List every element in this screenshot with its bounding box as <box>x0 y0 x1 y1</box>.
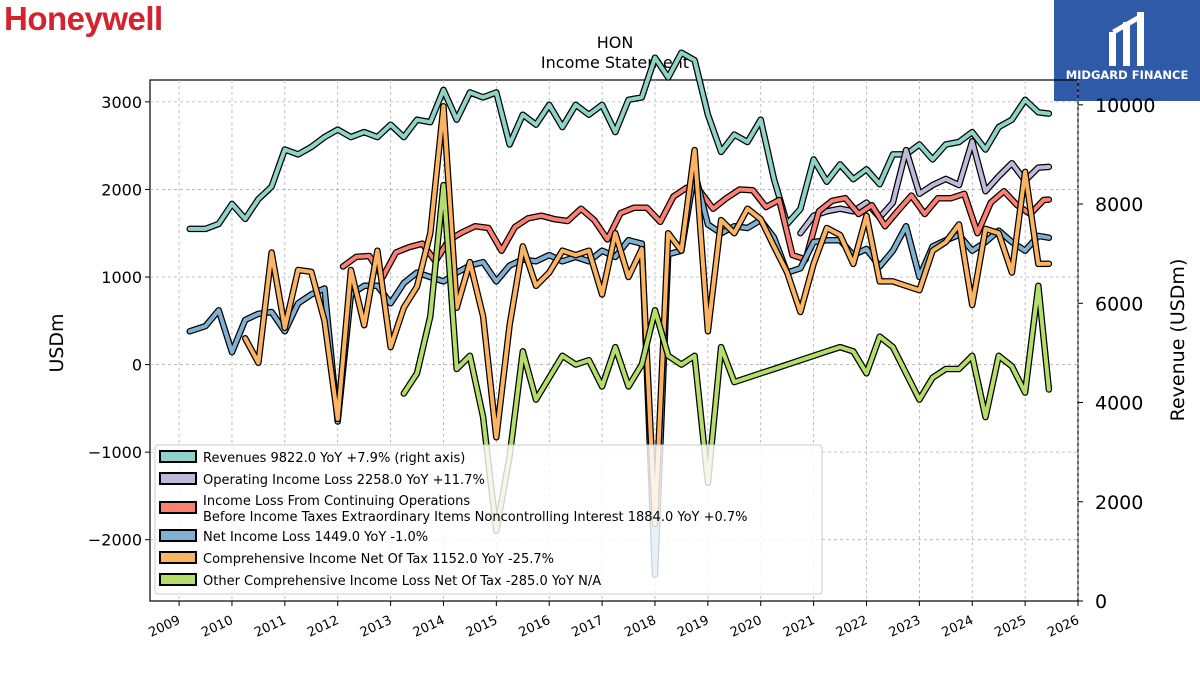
x-tick-label: 2015 <box>464 613 500 641</box>
legend-label: Other Comprehensive Income Loss Net Of T… <box>203 574 601 589</box>
x-tick-label: 2012 <box>305 613 341 641</box>
x-tick-label: 2014 <box>411 613 447 641</box>
legend-label: Operating Income Loss 2258.0 YoY +11.7% <box>203 473 485 488</box>
x-tick-label: 2016 <box>517 613 553 641</box>
series-lines <box>186 49 1053 578</box>
series-group <box>400 181 1053 535</box>
y-tick-label: −2000 <box>88 531 142 550</box>
chart-title: HON <box>597 33 634 52</box>
legend-swatch <box>159 472 197 485</box>
legend-label: Comprehensive Income Net Of Tax 1152.0 Y… <box>203 552 554 567</box>
y-right-tick-label: 0 <box>1095 591 1107 613</box>
chart-subtitle: Income Statement <box>541 53 689 72</box>
honeywell-logo: Honeywell <box>4 0 163 37</box>
legend-swatch <box>159 450 197 463</box>
legend-label-line: Income Loss From Continuing Operations <box>203 494 470 509</box>
x-tick-label: 2022 <box>834 613 870 641</box>
y-tick-label: −1000 <box>88 443 142 462</box>
x-tick-label: 2011 <box>252 613 288 641</box>
y-tick-label: 3000 <box>101 93 142 112</box>
series-line <box>243 104 1051 526</box>
series-group <box>241 103 1053 528</box>
series-line <box>798 139 1051 236</box>
legend-swatch <box>159 529 197 542</box>
x-tick-label: 2013 <box>358 613 394 641</box>
legend-swatch <box>159 501 197 514</box>
y-right-tick-label: 8000 <box>1095 194 1143 216</box>
x-tick-label: 2023 <box>887 613 923 641</box>
x-tick-label: 2020 <box>728 613 764 641</box>
legend-label: Income Loss From Continuing Operations Be… <box>203 494 748 525</box>
y-right-tick-label: 6000 <box>1095 293 1143 315</box>
legend-label: Net Income Loss 1449.0 YoY -1.0% <box>203 530 428 545</box>
series-line <box>401 183 1051 533</box>
y-right-tick-label: 2000 <box>1095 492 1143 514</box>
x-tick-label: 2010 <box>199 613 235 641</box>
x-tick-label: 2026 <box>1045 613 1081 641</box>
legend-swatch <box>159 573 197 586</box>
x-tick-label: 2025 <box>992 613 1028 641</box>
y-tick-label: 1000 <box>101 268 142 287</box>
y-tick-label: 0 <box>132 356 142 375</box>
legend: Revenues 9822.0 YoY +7.9% (right axis) Op… <box>154 444 823 595</box>
x-tick-label: 2019 <box>675 613 711 641</box>
x-tick-label: 2018 <box>622 613 658 641</box>
y-tick-label: 2000 <box>101 180 142 199</box>
badge-label: MIDGARD FINANCE <box>1065 68 1189 82</box>
legend-label-line: Before Income Taxes Extraordinary Items … <box>203 510 748 525</box>
legend-box <box>154 444 823 595</box>
y-right-tick-label: 10000 <box>1095 95 1155 117</box>
legend-label: Revenues 9822.0 YoY +7.9% (right axis) <box>203 451 465 466</box>
x-tick-label: 2009 <box>146 613 182 641</box>
x-tick-label: 2024 <box>940 613 976 641</box>
legend-swatch <box>159 551 197 564</box>
x-tick-label: 2021 <box>781 613 817 641</box>
y-right-tick-label: 4000 <box>1095 393 1143 415</box>
y-axis-label: USDm <box>46 313 68 372</box>
x-tick-label: 2017 <box>569 613 605 641</box>
y-axis-right-label: Revenue (USDm) <box>1167 259 1189 422</box>
series-group <box>797 138 1053 237</box>
